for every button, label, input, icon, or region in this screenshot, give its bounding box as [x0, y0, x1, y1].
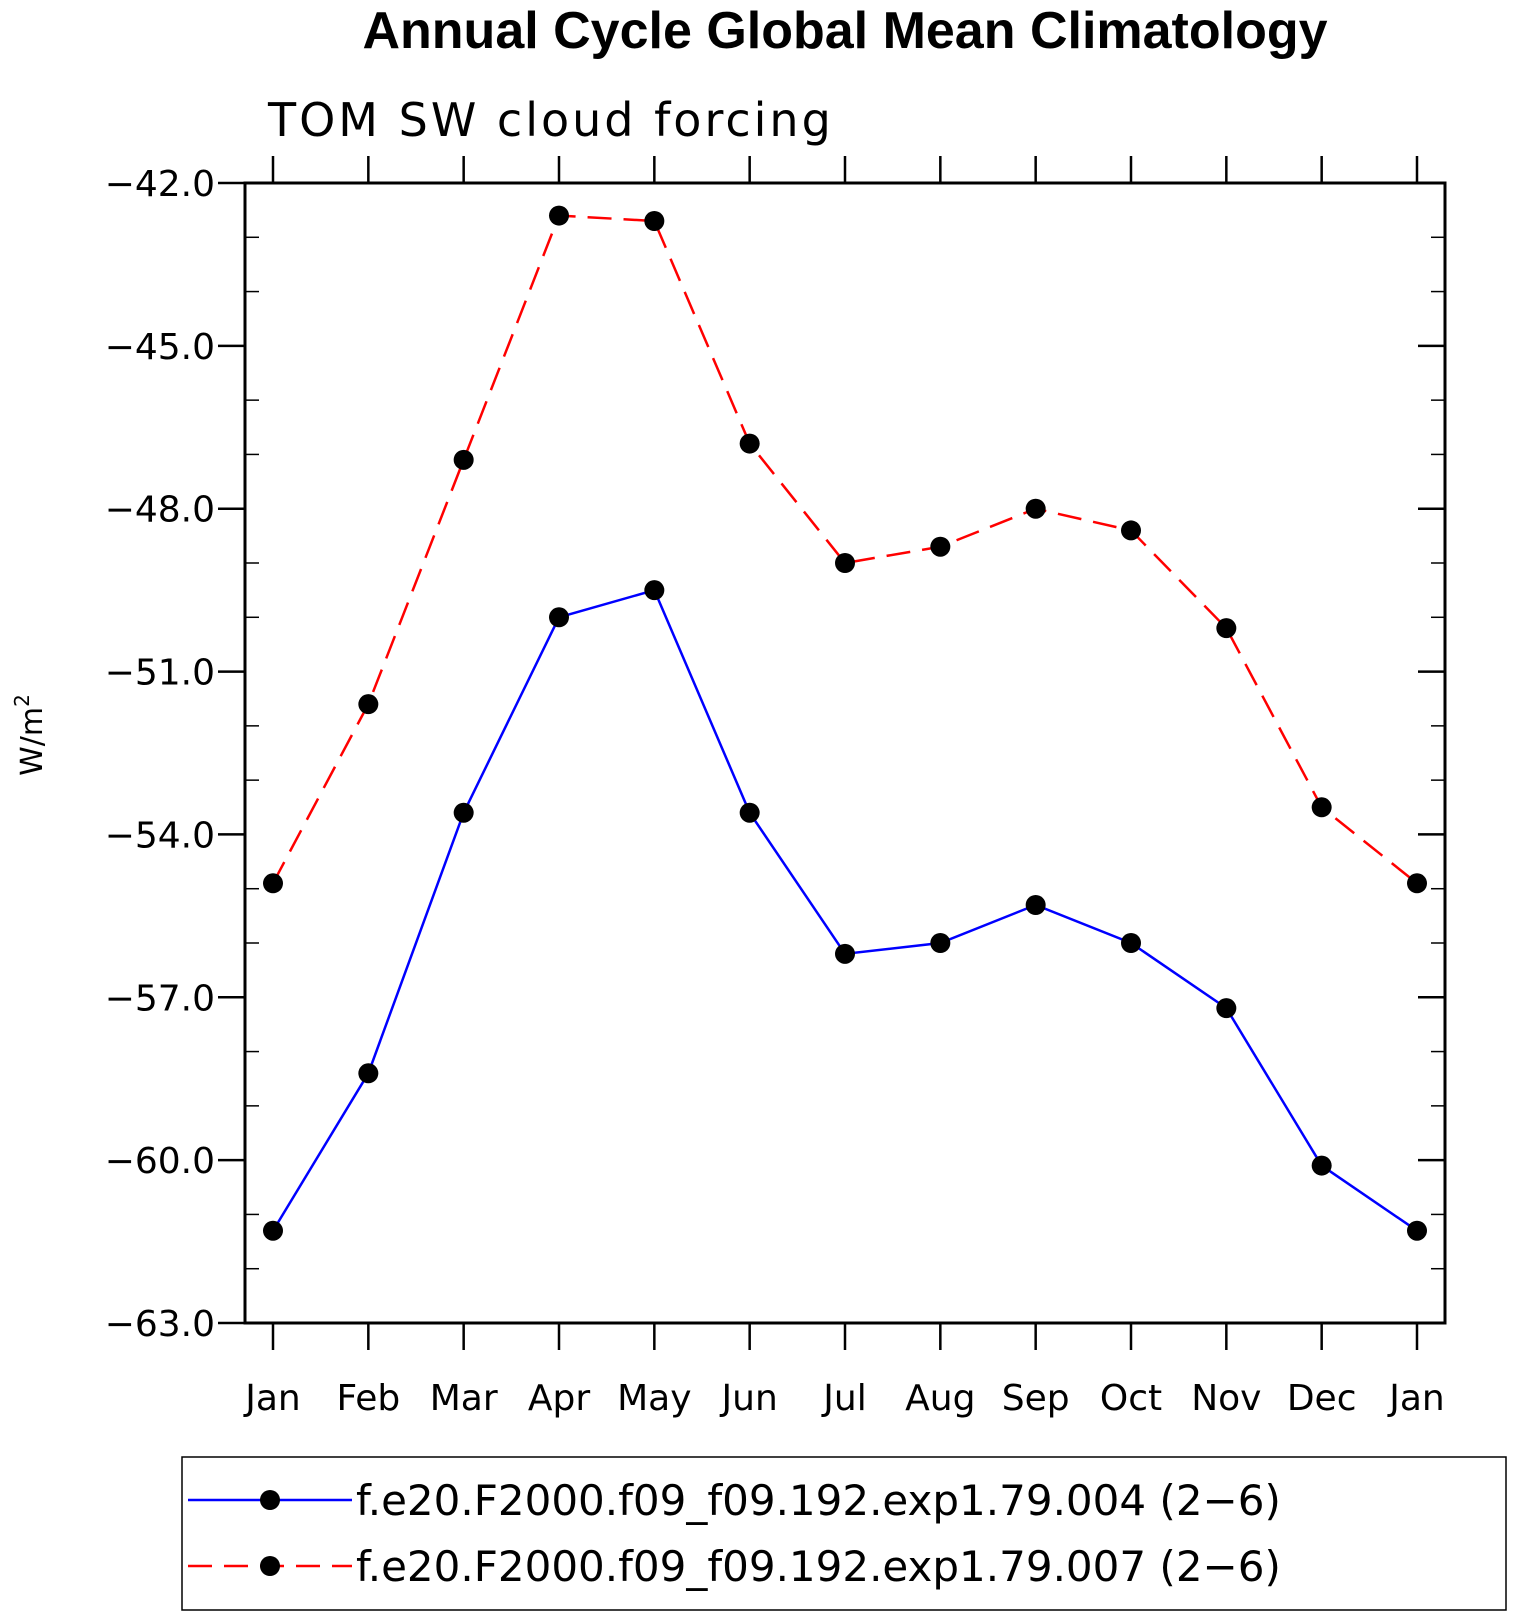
x-tick-label: Jul: [821, 1378, 866, 1419]
x-tick-labels: Jan Feb Mar Apr May Jun Jul Aug Sep Oct Nov Dec Jan: [243, 1378, 1445, 1419]
x-tick-label: May: [617, 1378, 691, 1419]
data-point-series-2: [835, 553, 855, 573]
y-tick-label: −51.0: [105, 653, 215, 694]
y-tick-label: −54.0: [105, 815, 215, 856]
data-point-series-1: [1407, 1220, 1427, 1241]
data-point-series-2: [263, 873, 283, 894]
legend: f.e20.F2000.f09_f09.192.exp1.79.004 (2−6…: [181, 1456, 1507, 1611]
y-tick-label: −63.0: [105, 1304, 215, 1345]
x-tick-label: Apr: [528, 1378, 590, 1419]
series-group: [263, 205, 1427, 1241]
y-tick-label: −48.0: [105, 490, 215, 531]
data-point-series-2: [1025, 498, 1046, 519]
y-tick-label: −60.0: [105, 1141, 215, 1182]
data-point-series-1: [358, 1063, 379, 1084]
data-point-series-2: [1216, 618, 1237, 639]
legend-marker-series-2: [260, 1556, 280, 1576]
data-point-series-1: [930, 933, 951, 953]
plot-frame: [243, 181, 1447, 1325]
svg-text:W/m2: W/m2: [10, 694, 50, 776]
data-point-series-2: [1407, 873, 1427, 894]
axis-ticks: [218, 156, 1445, 1350]
series-line-1: [271, 588, 1418, 1232]
x-tick-label: Jan: [243, 1378, 301, 1419]
data-point-series-1: [549, 607, 569, 628]
data-point-series-1: [1121, 933, 1141, 953]
y-axis-label: W/m2: [10, 694, 50, 776]
y-tick-label: −57.0: [105, 978, 215, 1019]
data-point-series-2: [549, 205, 569, 226]
y-tick-label: −42.0: [105, 164, 215, 205]
data-point-series-1: [263, 1220, 283, 1241]
legend-label-series-2: f.e20.F2000.f09_f09.192.exp1.79.007 (2−6…: [356, 1542, 1281, 1591]
data-point-series-1: [1216, 998, 1237, 1019]
x-tick-label: Oct: [1100, 1378, 1162, 1419]
data-point-series-1: [453, 802, 474, 823]
x-tick-label: Nov: [1191, 1378, 1261, 1419]
legend-label-series-1: f.e20.F2000.f09_f09.192.exp1.79.004 (2−6…: [356, 1476, 1281, 1525]
chart-title: Annual Cycle Global Mean Climatology: [362, 2, 1327, 60]
data-point-series-1: [1025, 895, 1046, 915]
y-axis-label-superscript: 2: [10, 694, 34, 707]
x-tick-label: Jan: [1387, 1378, 1445, 1419]
x-tick-label: Mar: [430, 1378, 498, 1419]
data-point-series-2: [930, 536, 951, 557]
chart-subtitle: TOM SW cloud forcing: [267, 93, 834, 147]
x-tick-label: Feb: [336, 1378, 400, 1419]
data-point-series-1: [644, 580, 665, 601]
data-point-series-1: [835, 943, 855, 964]
legend-marker-series-1: [260, 1490, 280, 1510]
x-tick-label: Aug: [905, 1378, 975, 1419]
data-point-series-2: [1121, 520, 1141, 541]
x-tick-label: Dec: [1287, 1378, 1357, 1419]
x-tick-label: Sep: [1002, 1378, 1070, 1419]
x-tick-label: Jun: [720, 1378, 778, 1419]
y-tick-label: −45.0: [105, 327, 215, 368]
data-point-series-1: [739, 802, 760, 823]
data-point-series-2: [644, 211, 665, 231]
data-point-series-2: [453, 449, 474, 470]
data-point-series-2: [739, 433, 760, 454]
legend-box: [181, 1456, 1507, 1611]
y-tick-labels: −42.0 −45.0 −48.0 −51.0 −54.0 −57.0 −60.0 −63.0: [105, 164, 215, 1345]
data-point-series-2: [1311, 797, 1332, 818]
y-axis-label-text: W/m: [15, 707, 50, 776]
data-point-series-2: [358, 694, 379, 715]
series-line-2: [271, 214, 1418, 885]
data-point-series-1: [1311, 1155, 1332, 1176]
